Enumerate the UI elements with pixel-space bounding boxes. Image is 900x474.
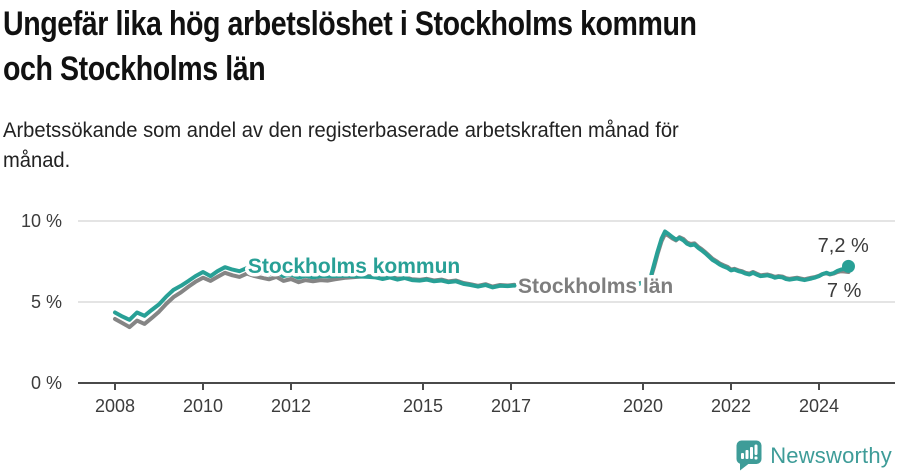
kommun-line [113, 229, 851, 322]
chart-title: Ungefär lika hög arbetslöshet i Stockhol… [3, 2, 697, 92]
lan-line [113, 232, 851, 330]
chart-title-line1: Ungefär lika hög arbetslöshet i Stockhol… [3, 5, 697, 43]
lan-series-label: Stockholms län [518, 275, 673, 298]
x-tick-label-2024: 2024 [799, 396, 839, 416]
newsworthy-attribution: Newsworthy [736, 440, 892, 471]
newsworthy-logo-icon [736, 440, 762, 471]
x-tick-label-2008: 2008 [95, 396, 135, 416]
chart-subtitle-line1: Arbetssökande som andel av den registerb… [3, 119, 679, 142]
chart-subtitle: Arbetssökande som andel av den registerb… [3, 116, 679, 176]
x-tick-label-2015: 2015 [403, 396, 443, 416]
x-tick-label-2022: 2022 [711, 396, 751, 416]
kommun-end-dot [841, 259, 855, 273]
lan-end-value: 7 % [827, 280, 862, 302]
x-tick-label-2020: 2020 [623, 396, 663, 416]
x-tick-label-2017: 2017 [491, 396, 531, 416]
kommun-series-label: Stockholms kommun [248, 255, 460, 278]
y-tick-label-0: 0 % [31, 373, 62, 393]
chart-subtitle-line2: månad. [3, 149, 71, 172]
kommun-end-value: 7,2 % [818, 235, 869, 257]
chart-title-line2: och Stockholms län [3, 50, 266, 88]
x-tick-label-2012: 2012 [271, 396, 311, 416]
line-chart: 0 % 5 % 10 % 2008 2010 2012 2015 2017 2020 2022 20… [21, 211, 895, 416]
y-tick-label-5: 5 % [31, 292, 62, 312]
y-tick-label-10: 10 % [21, 211, 62, 231]
newsworthy-brand-text: Newsworthy [770, 442, 892, 468]
x-tick-label-2010: 2010 [183, 396, 223, 416]
